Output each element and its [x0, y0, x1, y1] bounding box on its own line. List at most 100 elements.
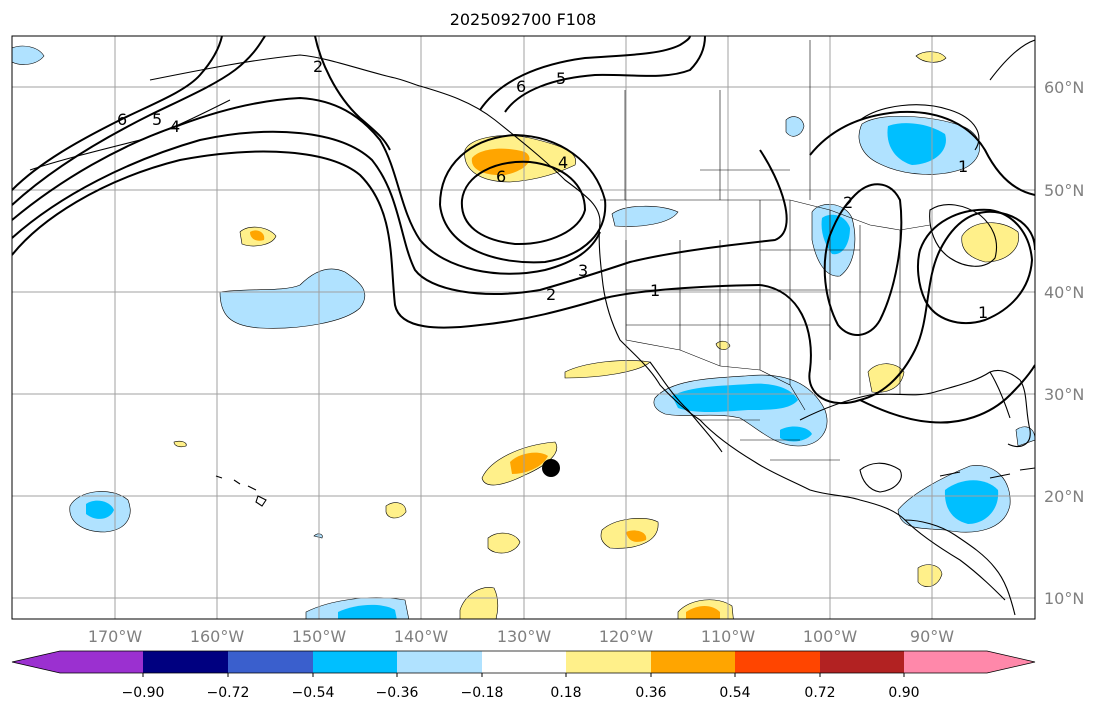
map-frame [11, 35, 1036, 620]
contour-4 [12, 96, 601, 275]
us-mexico-border [625, 339, 806, 411]
contour-label: 2 [546, 285, 556, 304]
colorbar-segment [313, 651, 397, 673]
anomaly-negative-core [887, 123, 946, 165]
contour-label: 4 [558, 153, 568, 172]
colorbar-tick-label: −0.72 [207, 685, 250, 701]
storm-position-marker [542, 459, 560, 477]
contour-label: 2 [843, 193, 853, 212]
florida [989, 371, 1011, 419]
baja-peninsula [649, 361, 723, 453]
colorbar-tick-label: −0.54 [292, 685, 335, 701]
longitude-labels: 170°W 160°W 150°W 140°W 130°W 120°W 110°… [88, 627, 954, 646]
lon-label: 100°W [803, 627, 858, 646]
colorbar-segment [228, 651, 313, 673]
shaded-anomalies [12, 45, 1035, 619]
colorbar-tick-label: −0.36 [376, 685, 419, 701]
central-america [904, 519, 1016, 616]
map-title: 2025092700 F108 [449, 10, 597, 29]
anomaly-negative [313, 533, 323, 539]
lon-label: 170°W [88, 627, 143, 646]
colorbar [11, 650, 1036, 677]
yucatan [859, 462, 902, 493]
anomaly-positive [385, 502, 407, 519]
hudson-bay-region [859, 104, 980, 151]
contour-6 [12, 36, 223, 191]
contour-label: 4 [170, 117, 180, 136]
lon-label: 160°W [190, 627, 245, 646]
contour-label: 6 [496, 167, 506, 186]
contour-label: 5 [152, 110, 162, 129]
contour-2-closed [823, 183, 903, 336]
contour-labels: 6 5 4 2 5 6 4 6 2 3 1 2 1 1 [117, 57, 988, 322]
anomaly-positive [459, 587, 499, 619]
anomaly-negative [611, 205, 679, 227]
anomaly-negative-core [672, 383, 798, 412]
contour-label: 1 [958, 157, 968, 176]
colorbar-segment [482, 651, 566, 673]
great-lakes [929, 204, 998, 267]
anomaly-positive [915, 51, 947, 63]
colorbar-segment [735, 651, 820, 673]
anomaly-negative-core [780, 426, 812, 442]
contour-label: 2 [313, 57, 323, 76]
anomaly-negative [785, 116, 805, 137]
colorbar-segment [904, 651, 1035, 673]
contour-label: 6 [516, 77, 526, 96]
contour-1-lakes [916, 208, 1034, 325]
anomaly-negative-core [821, 214, 850, 255]
anomaly-positive [173, 440, 187, 448]
contour-low-inner-6 [460, 160, 587, 246]
colorbar-segment [143, 651, 228, 673]
lon-label: 120°W [599, 627, 654, 646]
contour-2-pacific [12, 150, 761, 329]
anomaly-positive [961, 222, 1019, 263]
lat-label: 40°N [1044, 283, 1084, 302]
mexico-state-lines [700, 419, 840, 461]
anomaly-positive [487, 532, 521, 554]
canada-us-border [600, 199, 931, 231]
colorbar-tick-labels: −0.90 −0.72 −0.54 −0.36 −0.18 0.18 0.36 … [122, 685, 920, 701]
contour-label: 1 [650, 281, 660, 300]
colorbar-segment [651, 651, 735, 673]
lat-label: 20°N [1044, 487, 1084, 506]
colorbar-tick-label: 0.18 [550, 685, 581, 701]
anomaly-positive-core [626, 530, 647, 542]
colorbar-tick-label: 0.36 [635, 685, 666, 701]
lon-label: 90°W [910, 627, 954, 646]
contour-label: 5 [556, 69, 566, 88]
colorbar-segment [12, 651, 143, 673]
anomaly-positive-core [686, 606, 720, 619]
colorbar-tick-label: 0.90 [888, 685, 919, 701]
lon-label: 130°W [497, 627, 552, 646]
caribbean [939, 467, 1035, 479]
contour-label: 6 [117, 110, 127, 129]
north-america-west-coast [419, 85, 1006, 601]
lat-label: 50°N [1044, 181, 1084, 200]
lat-label: 30°N [1044, 385, 1084, 404]
anomaly-negative-core [944, 480, 999, 524]
contour-5 [12, 36, 266, 206]
contour-lines [12, 36, 1035, 424]
colorbar-tick-label: 0.72 [804, 685, 835, 701]
contour-label: 3 [578, 261, 588, 280]
colorbar-tick-label: −0.90 [122, 685, 165, 701]
lon-label: 140°W [394, 627, 449, 646]
lat-label: 60°N [1044, 78, 1084, 97]
canada-province-lines [624, 40, 811, 200]
contour-north-2 [314, 36, 391, 151]
anomaly-positive-core [471, 148, 530, 176]
colorbar-tick-label: 0.54 [719, 685, 750, 701]
colorbar-outline [11, 650, 1036, 674]
contour-label: 1 [978, 303, 988, 322]
hawaii [215, 475, 267, 507]
anomaly-negative-core [86, 500, 114, 519]
contour-1-gulf [859, 364, 1035, 424]
anomaly-negative-core [338, 605, 397, 619]
anomaly-positive-core [250, 230, 265, 241]
labrador-coast [989, 39, 1035, 81]
colorbar-segment [820, 651, 904, 673]
colorbar-tick-label: −0.18 [461, 685, 504, 701]
contour-ridge-5 [479, 36, 691, 111]
